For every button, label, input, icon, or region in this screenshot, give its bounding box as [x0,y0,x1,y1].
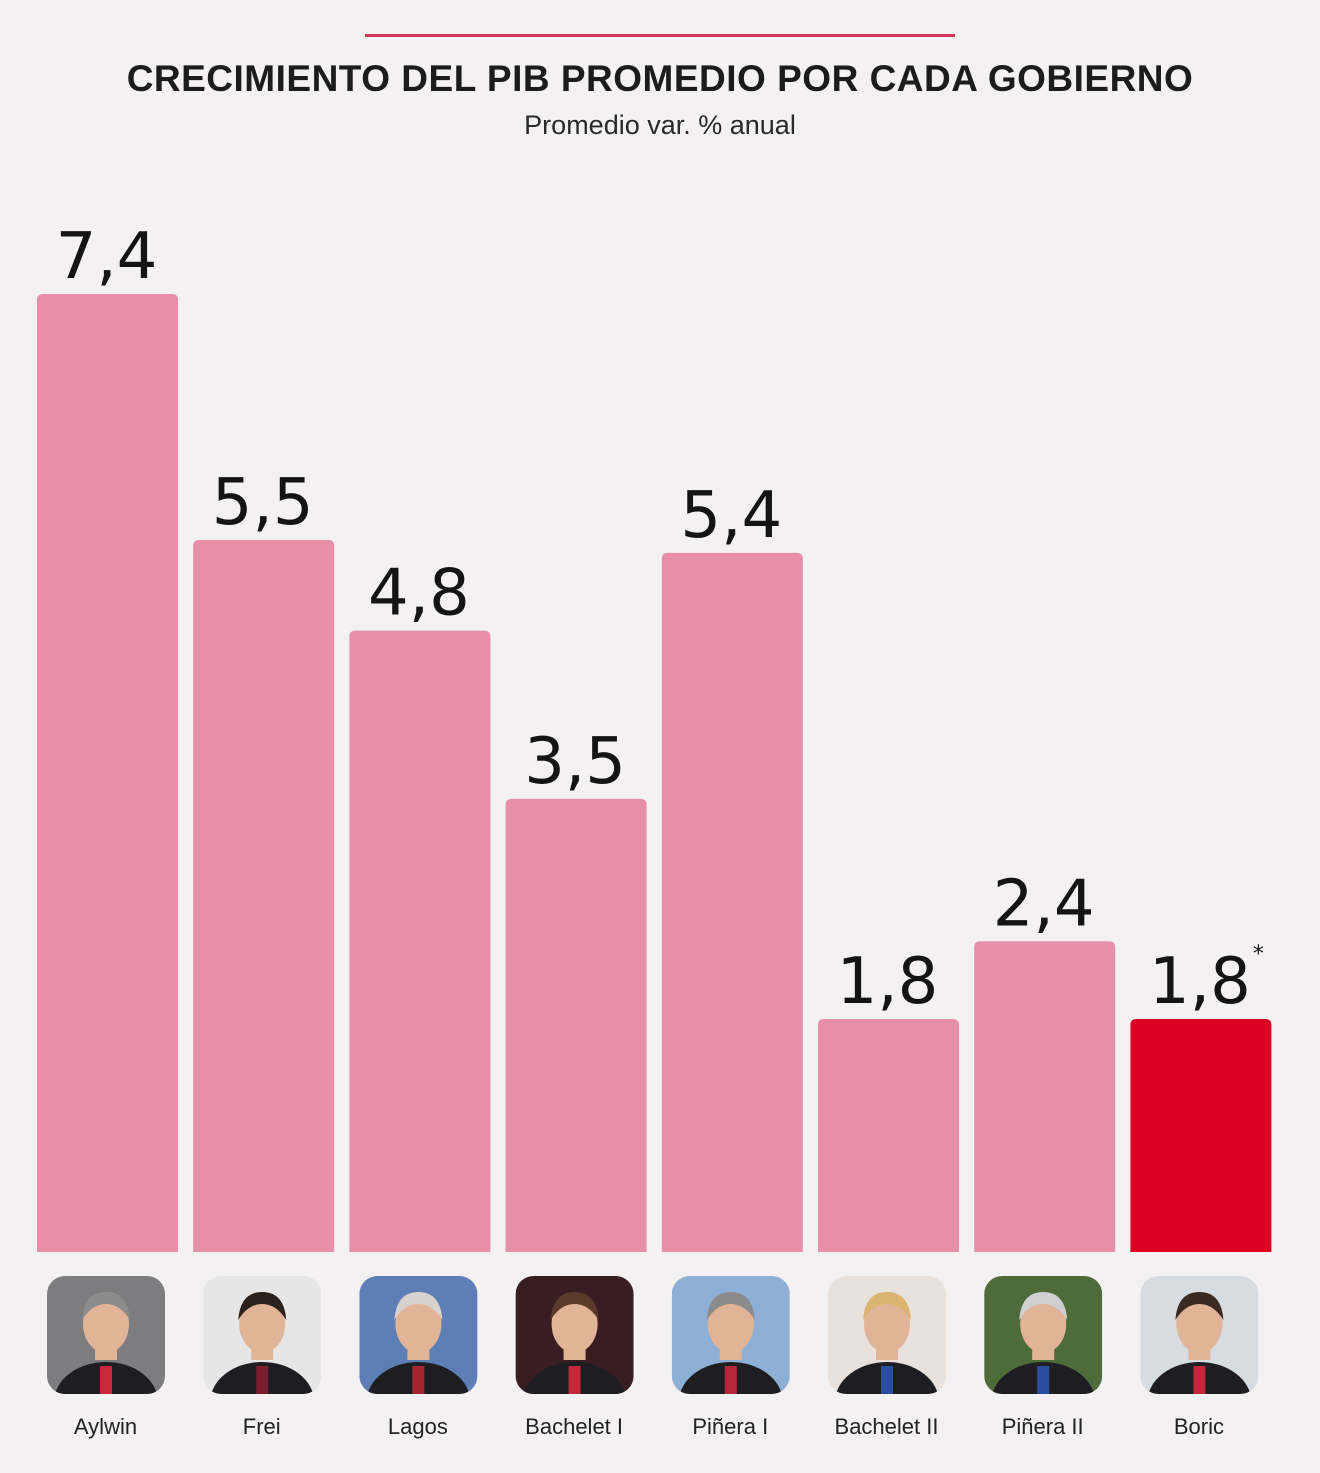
category-label: Piñera I [692,1414,768,1439]
avatar-portrait-icon [515,1276,634,1394]
bar [193,539,335,1252]
data-label: 4,8 [368,557,470,631]
bar [818,1018,959,1252]
avatar-portrait-icon [984,1276,1103,1394]
avatar-portrait-icon [359,1276,478,1394]
category-label: Bachelet II [835,1414,939,1439]
avatar-portrait-icon [828,1276,946,1394]
category-label: Piñera II [1002,1414,1084,1439]
avatar-portrait-icon [47,1276,165,1394]
bar [1130,1018,1272,1252]
category-label: Boric [1174,1414,1224,1439]
data-label: 5,4 [680,479,782,553]
title-accent-rule [365,34,955,37]
data-label: 7,4 [56,220,158,294]
bar [505,798,647,1252]
data-label: 1,8 [837,945,939,1019]
bar [37,294,178,1252]
bar [349,630,491,1252]
category-label: Lagos [388,1414,448,1439]
category-label: Aylwin [74,1414,137,1439]
data-label: 1,8 [1149,945,1251,1019]
category-label: Bachelet I [525,1414,623,1439]
data-label: 3,5 [524,725,626,799]
footnote-mark: * [1253,942,1264,967]
category-label: Frei [243,1414,281,1439]
avatar-portrait-icon [671,1276,790,1394]
bar [661,552,803,1252]
avatar-portrait-icon [203,1276,322,1394]
bar [974,941,1116,1252]
data-label: 5,5 [212,466,314,540]
avatar-portrait-icon [1140,1276,1259,1394]
data-label: 2,4 [993,867,1095,941]
chart-subtitle: Promedio var. % anual [524,110,796,140]
chart-title: CRECIMIENTO DEL PIB PROMEDIO POR CADA GO… [126,58,1194,99]
